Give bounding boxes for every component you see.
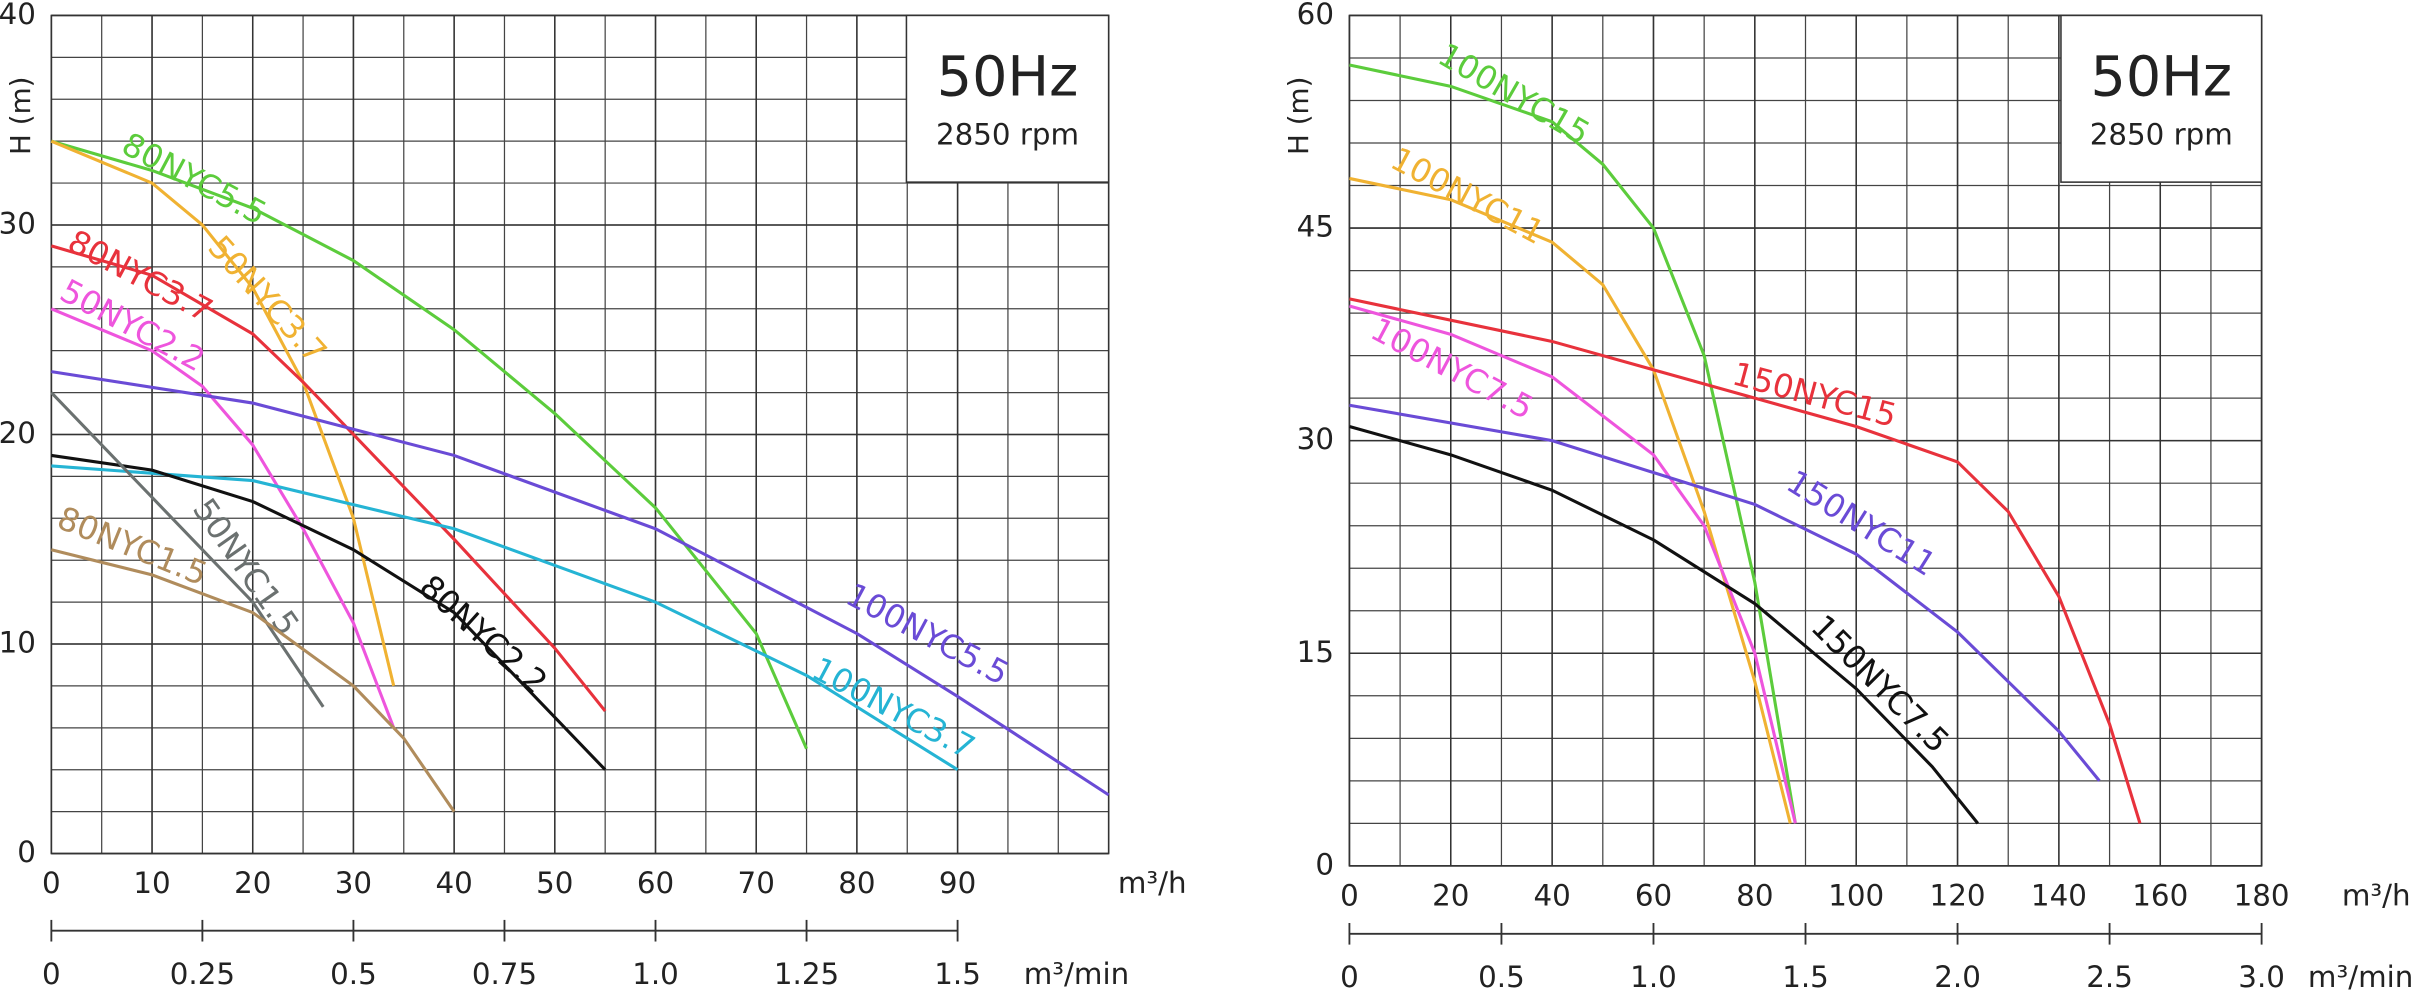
y-tick-label: 40 <box>0 0 36 31</box>
annotation-subtitle: 2850 rpm <box>936 117 1079 151</box>
x-tick-label: 100 <box>1828 878 1884 912</box>
curve <box>1348 304 1797 824</box>
x-tick-label: 180 <box>2234 878 2290 912</box>
curve <box>1348 425 1980 825</box>
x2-tick-label: 1.5 <box>1782 960 1829 994</box>
x-axis-label: m³/h <box>1118 866 1187 900</box>
x-tick-label: 160 <box>2132 878 2188 912</box>
curve <box>50 139 808 750</box>
x2-tick-label: 0.5 <box>330 957 377 991</box>
x-tick-label: 50 <box>536 866 573 900</box>
curve-label: 100NYC15 <box>1432 36 1596 153</box>
curve <box>51 453 607 771</box>
x-tick-label: 60 <box>637 866 674 900</box>
y-tick-label: 30 <box>1297 422 1334 456</box>
curve <box>51 370 1110 797</box>
x2-axis-label: m³/min <box>1024 957 1129 991</box>
x-tick-label: 0 <box>1340 878 1359 912</box>
x2-tick-label: 1.25 <box>774 957 839 991</box>
x2-tick-label: 0.25 <box>170 957 235 991</box>
x2-tick-label: 0 <box>1340 960 1359 994</box>
x-tick-label: 30 <box>335 866 372 900</box>
annotation-box <box>2060 14 2263 183</box>
y-tick-label: 60 <box>1297 0 1334 31</box>
curve <box>1349 63 1797 824</box>
y-tick-label: 45 <box>1297 210 1334 244</box>
y-tick-label: 0 <box>17 835 36 869</box>
curve <box>50 548 456 813</box>
y-tick-label: 10 <box>0 626 36 660</box>
x-tick-label: 20 <box>1432 878 1469 912</box>
curve <box>51 464 959 772</box>
x-tick-label: 140 <box>2031 878 2087 912</box>
y-tick-label: 15 <box>1297 635 1334 669</box>
x2-tick-label: 1.0 <box>1630 960 1677 994</box>
x-tick-label: 10 <box>133 866 170 900</box>
x-axis-label: m³/h <box>2342 878 2411 912</box>
x2-tick-label: 3.0 <box>2238 960 2285 994</box>
curve-label: 150NYC11 <box>1780 462 1943 583</box>
x-tick-label: 80 <box>838 866 875 900</box>
annotation-title: 50Hz <box>937 44 1079 109</box>
x2-tick-label: 2.5 <box>2086 960 2133 994</box>
curve <box>50 244 607 713</box>
x-tick-label: 60 <box>1635 878 1672 912</box>
x-tick-label: 20 <box>234 866 271 900</box>
x-tick-label: 40 <box>435 866 472 900</box>
x-tick-label: 90 <box>939 866 976 900</box>
annotation-subtitle: 2850 rpm <box>2090 117 2233 151</box>
curve <box>50 307 396 729</box>
y-tick-label: 0 <box>1315 847 1334 881</box>
curve-label: 100NYC7.5 <box>1365 310 1540 427</box>
y-axis-label: H (m) <box>4 77 37 155</box>
curve-label: 100NYC11 <box>1385 140 1551 252</box>
x-tick-label: 70 <box>738 866 775 900</box>
x-tick-label: 120 <box>1930 878 1986 912</box>
curve <box>50 139 396 687</box>
x-tick-label: 80 <box>1736 878 1773 912</box>
curve <box>1349 403 2101 782</box>
y-axis-label: H (m) <box>1282 77 1315 155</box>
x2-tick-label: 2.0 <box>1934 960 1981 994</box>
x2-tick-label: 1.0 <box>632 957 679 991</box>
y-tick-label: 30 <box>0 206 36 240</box>
curve <box>1349 176 1792 824</box>
x-tick-label: 40 <box>1533 878 1570 912</box>
x2-tick-label: 1.5 <box>934 957 981 991</box>
x-tick-label: 0 <box>42 866 61 900</box>
curve-label: 80NYC2.2 <box>412 568 555 702</box>
x2-tick-label: 0.5 <box>1478 960 1525 994</box>
annotation-title: 50Hz <box>2090 44 2232 109</box>
x2-axis-label: m³/min <box>2308 960 2413 994</box>
annotation-box <box>905 14 1110 183</box>
x2-tick-label: 0.75 <box>472 957 537 991</box>
x2-tick-label: 0 <box>42 957 61 991</box>
curve <box>1349 297 2142 824</box>
y-tick-label: 20 <box>0 416 36 450</box>
curve-label: 150NYC7.5 <box>1804 607 1957 760</box>
